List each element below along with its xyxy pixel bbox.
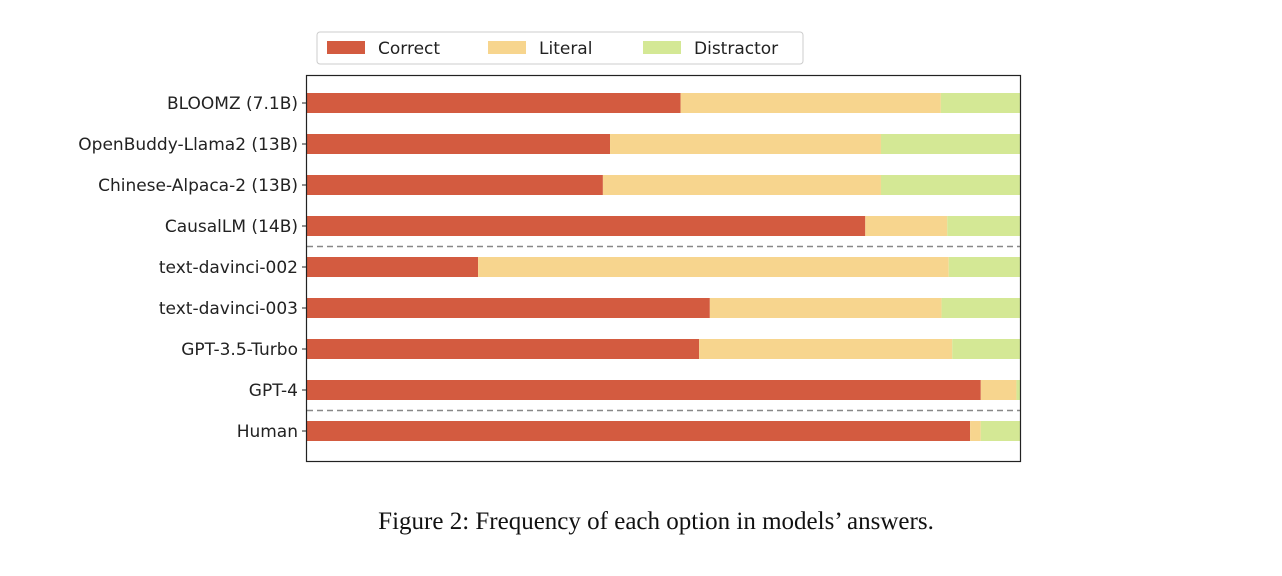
bar-literal-causallm-14b [865, 216, 948, 236]
bar-literal-gpt-4 [980, 380, 1017, 400]
bar-correct-chinese-alpaca-2-13b [307, 175, 603, 195]
bar-literal-bloomz-7-1b [680, 93, 941, 113]
legend-label-distractor: Distractor [694, 39, 778, 59]
y-tick-label: BLOOMZ (7.1B) [167, 94, 298, 114]
y-tick-label: GPT-4 [249, 381, 298, 401]
bar-literal-text-davinci-003 [709, 298, 942, 318]
legend-frame [316, 31, 804, 65]
bar-literal-text-davinci-002 [478, 257, 949, 277]
bar-correct-text-davinci-003 [307, 298, 710, 318]
legend-swatch-distractor [643, 41, 681, 54]
y-axis-ticks: BLOOMZ (7.1B) OpenBuddy-Llama2 (13B) Chine… [78, 94, 307, 442]
bar-literal-openbuddy-llama2-13b [610, 134, 881, 154]
figure-caption: Figure 2: Frequency of each option in mo… [378, 508, 934, 535]
plot-frame [305, 74, 1022, 463]
bar-distractor-text-davinci-002 [948, 257, 1020, 277]
bar-correct-text-davinci-002 [307, 257, 479, 277]
legend: Correct Literal Distractor [316, 31, 804, 65]
bar-distractor-gpt-4 [1016, 380, 1020, 400]
legend-label-correct: Correct [378, 39, 440, 59]
bars-layer [307, 93, 1020, 441]
bar-distractor-gpt-3-5-turbo [952, 339, 1020, 359]
y-tick-label: GPT-3.5-Turbo [181, 340, 298, 360]
bar-correct-human [307, 421, 971, 441]
bar-distractor-human [980, 421, 1020, 441]
legend-swatch-correct [327, 41, 365, 54]
bar-distractor-causallm-14b [947, 216, 1020, 236]
y-tick-label: Chinese-Alpaca-2 (13B) [98, 176, 298, 196]
bar-literal-chinese-alpaca-2-13b [602, 175, 881, 195]
bar-distractor-chinese-alpaca-2-13b [880, 175, 1020, 195]
bar-literal-human [970, 421, 981, 441]
bar-correct-causallm-14b [307, 216, 866, 236]
y-tick-label: text-davinci-003 [159, 299, 298, 319]
bar-distractor-openbuddy-llama2-13b [880, 134, 1020, 154]
bar-correct-gpt-4 [307, 380, 981, 400]
y-tick-label: OpenBuddy-Llama2 (13B) [78, 135, 298, 155]
bar-correct-bloomz-7-1b [307, 93, 681, 113]
y-tick-label: Human [237, 422, 298, 442]
bar-correct-openbuddy-llama2-13b [307, 134, 611, 154]
bar-distractor-text-davinci-003 [941, 298, 1020, 318]
bar-literal-gpt-3-5-turbo [699, 339, 953, 359]
y-tick-label: text-davinci-002 [159, 258, 298, 278]
bar-distractor-bloomz-7-1b [940, 93, 1020, 113]
bar-correct-gpt-3-5-turbo [307, 339, 700, 359]
y-tick-label: CausalLM (14B) [165, 217, 298, 237]
legend-label-literal: Literal [539, 39, 592, 59]
separators-layer [307, 245, 1020, 412]
legend-swatch-literal [488, 41, 526, 54]
